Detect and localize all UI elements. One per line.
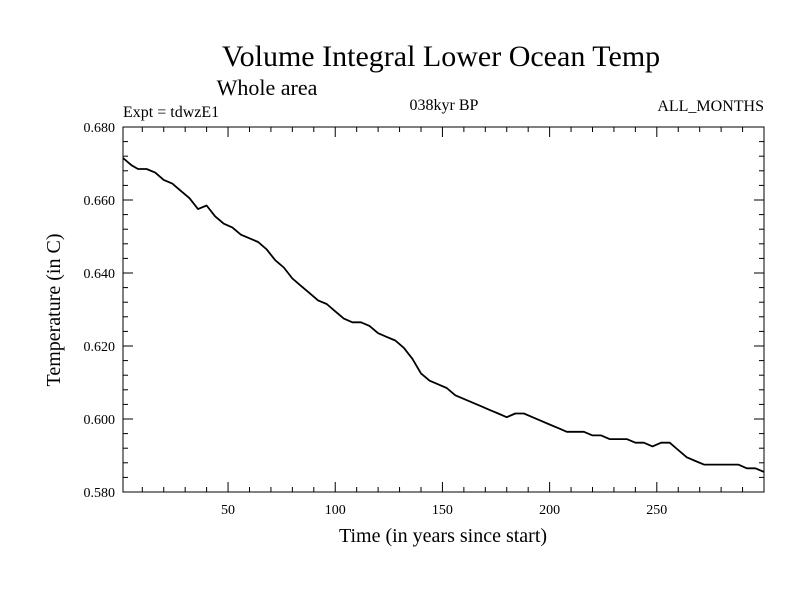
x-tick-label: 100 xyxy=(325,503,346,518)
x-axis-ticks xyxy=(141,127,744,492)
x-axis-tick-labels: 50 100 150 200 250 xyxy=(221,503,667,518)
x-axis-label: Time (in years since start) xyxy=(339,525,547,547)
expt-label: Expt = tdwzE1 xyxy=(123,104,219,121)
y-axis-tick-labels: 0.580 0.600 0.620 0.640 0.660 0.680 xyxy=(84,121,116,501)
y-tick-label: 0.580 xyxy=(84,486,116,501)
y-tick-label: 0.600 xyxy=(84,413,116,428)
x-tick-label: 150 xyxy=(432,503,453,518)
y-axis-ticks xyxy=(123,141,764,478)
chart-subtitle: Whole area xyxy=(217,75,318,100)
y-axis-label: Temperature (in C) xyxy=(43,234,65,387)
y-tick-label: 0.660 xyxy=(84,194,116,209)
x-tick-label: 250 xyxy=(646,503,667,518)
plot-frame xyxy=(122,126,765,493)
y-tick-label: 0.620 xyxy=(84,340,116,355)
y-tick-label: 0.640 xyxy=(84,267,116,282)
series-line-temperature xyxy=(122,157,765,473)
months-label: ALL_MONTHS xyxy=(657,98,764,115)
chart-title: Volume Integral Lower Ocean Temp xyxy=(222,40,660,73)
x-tick-label: 200 xyxy=(539,503,560,518)
y-tick-label: 0.680 xyxy=(84,121,116,136)
period-label: 038kyr BP xyxy=(410,97,479,114)
x-tick-label: 50 xyxy=(221,503,235,518)
